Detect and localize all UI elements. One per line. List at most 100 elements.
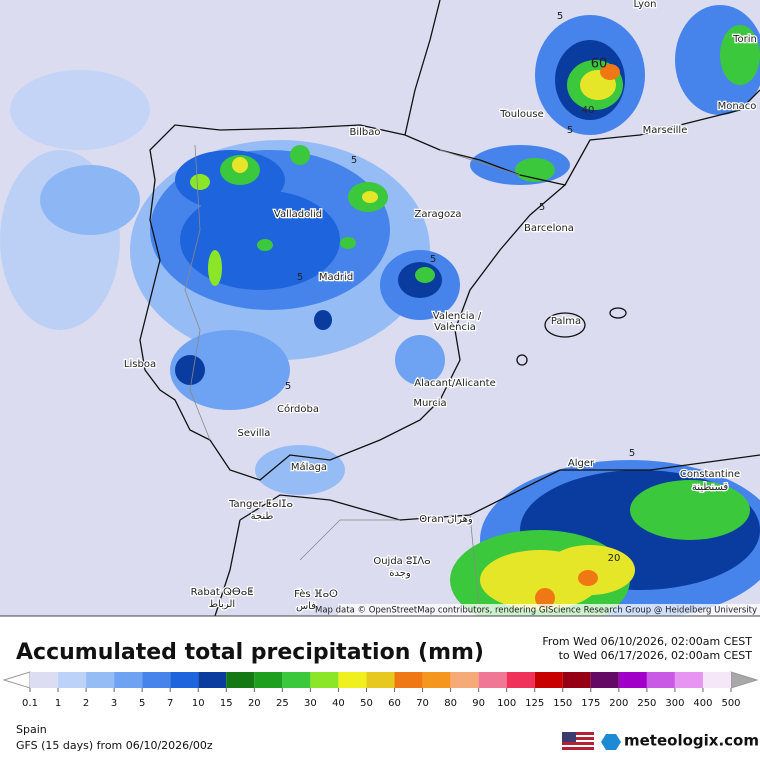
legend-label: 30	[304, 698, 317, 709]
city: Alacant/Alicante	[414, 378, 495, 389]
contour-label: 5	[557, 11, 563, 22]
city: Barcelona	[524, 223, 574, 234]
city: Toulouse	[499, 109, 543, 120]
legend-label: 50	[360, 698, 373, 709]
city: فاس	[296, 601, 316, 612]
legend-swatch	[562, 672, 591, 688]
legend-swatch	[310, 672, 339, 688]
legend-label: 2	[83, 698, 89, 709]
legend-label: 20	[248, 698, 261, 709]
legend-label: 250	[637, 698, 656, 709]
city: Monaco	[718, 101, 757, 112]
legend-label: 150	[553, 698, 572, 709]
legend-swatch	[590, 672, 619, 688]
legend-label: 15	[220, 698, 233, 709]
city: الرباط	[209, 599, 235, 610]
city: Torin	[732, 34, 757, 45]
city: València	[434, 321, 476, 333]
legend-label: 400	[693, 698, 712, 709]
city: Fès ⴼⴰⵙ	[294, 588, 338, 600]
city: Rabat ⵕⴱⴰⵟ	[191, 587, 254, 598]
legend-swatch	[422, 672, 451, 688]
legend-swatch	[674, 672, 703, 688]
legend-label: 3	[111, 698, 117, 709]
legend-label: 1	[55, 698, 61, 709]
legend-label: 5	[139, 698, 145, 709]
map: Lyon Torin Monaco Toulouse Marseille Bil…	[0, 0, 760, 616]
legend-high	[730, 671, 759, 689]
contour-label: 5	[285, 381, 291, 392]
legend-label: 7	[167, 698, 173, 709]
legend-swatch	[226, 672, 255, 688]
contour-labels: 60 40 5 5 5 5 5 5 5 20 5	[285, 11, 635, 564]
contour-label: 5	[297, 272, 303, 283]
legend-swatch	[170, 672, 199, 688]
legend-swatch	[30, 672, 59, 688]
legend-label: 100	[497, 698, 516, 709]
city-labels: Lyon Torin Monaco Toulouse Marseille Bil…	[123, 0, 758, 613]
legend-swatch	[338, 672, 367, 688]
contour-label: 5	[430, 254, 436, 265]
legend-low	[2, 671, 31, 689]
legend-swatch	[114, 672, 143, 688]
legend-label: 10	[192, 698, 205, 709]
model: GFS (15 days) from 06/10/2026/00z	[16, 739, 213, 752]
contour-label: 40	[582, 105, 595, 116]
city: Lyon	[633, 0, 656, 10]
legend-swatch	[86, 672, 115, 688]
brand: meteologix.com	[624, 732, 759, 750]
city: Constantine	[680, 469, 740, 480]
legend-swatch	[198, 672, 227, 688]
attribution: Map data © OpenStreetMap contributors, r…	[315, 606, 757, 616]
city: Tanger ⵟⴰⵏⵊⴰ	[228, 499, 293, 510]
city: وجدة	[389, 568, 411, 579]
city: Alger	[568, 458, 595, 469]
city: قسنطينة	[692, 482, 729, 493]
city: Oran وهران	[419, 514, 473, 525]
region: Spain	[16, 723, 47, 736]
legend-label: 25	[276, 698, 289, 709]
title: Accumulated total precipitation (mm)	[16, 640, 484, 665]
city: Zaragoza	[414, 209, 461, 220]
legend-swatch	[478, 672, 507, 688]
coastline	[139, 0, 760, 616]
contour-label: 5	[351, 155, 357, 166]
city: Madrid	[319, 272, 353, 283]
legend-swatch	[534, 672, 563, 688]
legend-swatch	[282, 672, 311, 688]
city: Lisboa	[124, 359, 156, 370]
legend-label: 175	[581, 698, 600, 709]
legend-swatch	[618, 672, 647, 688]
city: Marseille	[643, 125, 688, 136]
city: Oujda ⵓⵊⴷⴰ	[373, 556, 430, 567]
city: Málaga	[291, 461, 327, 473]
legend-label: 500	[721, 698, 740, 709]
city: Sevilla	[238, 428, 271, 439]
legend-label: 200	[609, 698, 628, 709]
city: Palma	[551, 316, 581, 327]
legend-label: 80	[444, 698, 457, 709]
period-from: From Wed 06/10/2026, 02:00am CEST	[542, 635, 752, 648]
borders	[184, 144, 521, 616]
contour-label: 5	[567, 125, 573, 136]
precip-field	[0, 5, 760, 616]
legend-swatch	[58, 672, 87, 688]
period-to: to Wed 06/17/2026, 02:00am CEST	[559, 649, 753, 662]
legend-label: 60	[388, 698, 401, 709]
legend-label: 90	[472, 698, 485, 709]
flag	[562, 732, 594, 750]
legend-swatch	[254, 672, 283, 688]
legend-swatch	[366, 672, 395, 688]
legend-label: 40	[332, 698, 345, 709]
legend-label: 125	[525, 698, 544, 709]
legend-swatch	[142, 672, 171, 688]
contour-label: 5	[629, 448, 635, 459]
contour-label: 5	[539, 202, 545, 213]
city: طنجة	[251, 511, 274, 522]
legend-swatch	[702, 672, 731, 688]
legend-label: 0.1	[22, 698, 38, 709]
legend-label: 300	[665, 698, 684, 709]
city: Bilbao	[349, 127, 380, 138]
city: Córdoba	[277, 403, 319, 415]
